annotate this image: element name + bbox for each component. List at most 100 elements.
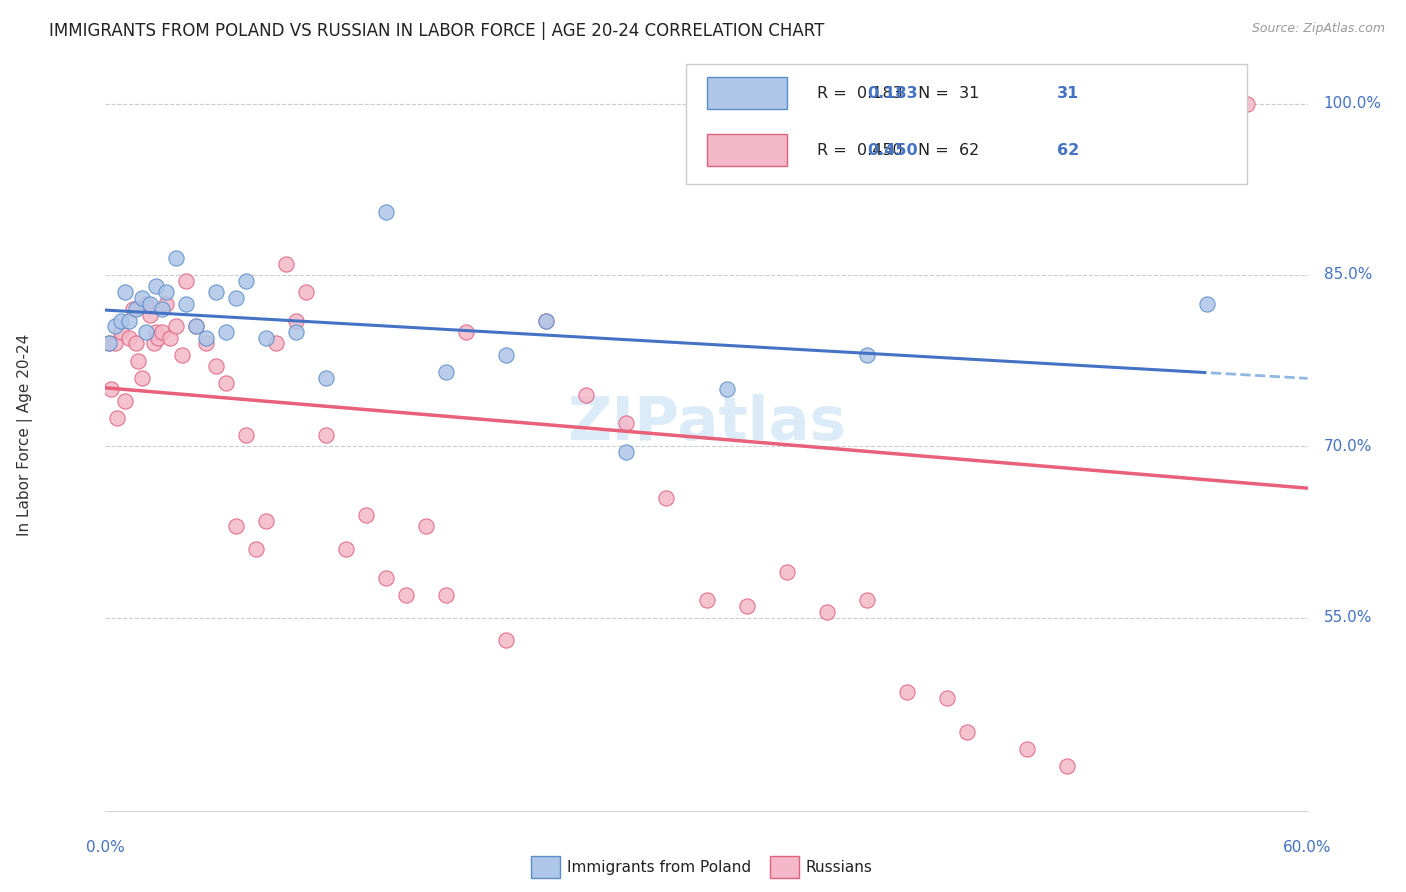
Point bbox=[495, 633, 517, 648]
Point bbox=[1197, 296, 1219, 310]
Point bbox=[855, 593, 877, 607]
Point bbox=[575, 388, 598, 402]
Point bbox=[100, 382, 122, 396]
Point bbox=[155, 285, 177, 299]
Text: 0.0%: 0.0% bbox=[86, 840, 125, 855]
Text: 0.450: 0.450 bbox=[866, 143, 918, 158]
Point bbox=[204, 285, 226, 299]
Text: 70.0%: 70.0% bbox=[1323, 439, 1372, 454]
Point bbox=[855, 348, 877, 362]
Point bbox=[98, 336, 121, 351]
Point bbox=[716, 382, 738, 396]
Point bbox=[1175, 96, 1198, 111]
Point bbox=[150, 302, 173, 317]
Point bbox=[534, 313, 557, 327]
Point bbox=[214, 376, 236, 391]
Point bbox=[284, 313, 307, 327]
Point bbox=[534, 313, 557, 327]
Point bbox=[235, 428, 257, 442]
Point bbox=[146, 331, 169, 345]
Point bbox=[225, 291, 247, 305]
Bar bbox=[707, 78, 787, 110]
Point bbox=[225, 519, 247, 533]
Point bbox=[114, 285, 136, 299]
Point bbox=[194, 336, 217, 351]
Text: 0.183: 0.183 bbox=[866, 86, 918, 101]
Point bbox=[110, 313, 132, 327]
Point bbox=[124, 302, 146, 317]
Text: ZIPatlas: ZIPatlas bbox=[567, 394, 846, 453]
Point bbox=[118, 313, 141, 327]
Point bbox=[1136, 96, 1159, 111]
Point bbox=[434, 588, 457, 602]
Point bbox=[776, 565, 799, 579]
Point bbox=[374, 205, 396, 219]
Text: Russians: Russians bbox=[806, 861, 873, 875]
Point bbox=[495, 348, 517, 362]
Point bbox=[335, 542, 357, 557]
Point bbox=[145, 279, 167, 293]
Point bbox=[138, 308, 160, 322]
Point bbox=[135, 325, 157, 339]
Point bbox=[315, 370, 337, 384]
Text: 85.0%: 85.0% bbox=[1323, 268, 1372, 283]
Point bbox=[194, 331, 217, 345]
Point bbox=[315, 428, 337, 442]
Point bbox=[235, 274, 257, 288]
FancyBboxPatch shape bbox=[686, 63, 1247, 184]
Point bbox=[264, 336, 287, 351]
Text: 62: 62 bbox=[1057, 143, 1080, 158]
Point bbox=[254, 331, 277, 345]
Point bbox=[150, 325, 173, 339]
Point bbox=[127, 353, 149, 368]
Text: Source: ZipAtlas.com: Source: ZipAtlas.com bbox=[1251, 22, 1385, 36]
Point bbox=[104, 319, 127, 334]
Point bbox=[170, 348, 193, 362]
Point bbox=[354, 508, 377, 522]
Point bbox=[976, 96, 998, 111]
Point bbox=[1097, 96, 1119, 111]
Point bbox=[165, 251, 187, 265]
Point bbox=[295, 285, 318, 299]
Point bbox=[138, 296, 160, 310]
Point bbox=[135, 296, 157, 310]
Text: 31: 31 bbox=[1057, 86, 1080, 101]
Point bbox=[254, 514, 277, 528]
Point bbox=[956, 724, 979, 739]
Point bbox=[245, 542, 267, 557]
Point bbox=[142, 336, 165, 351]
Point bbox=[616, 417, 638, 431]
Point bbox=[174, 296, 197, 310]
Text: R =  0.183   N =  31: R = 0.183 N = 31 bbox=[817, 86, 979, 101]
Point bbox=[284, 325, 307, 339]
Point bbox=[122, 302, 145, 317]
Point bbox=[415, 519, 437, 533]
Point bbox=[184, 319, 207, 334]
Point bbox=[110, 325, 132, 339]
Point bbox=[735, 599, 758, 614]
Point bbox=[204, 359, 226, 374]
Point bbox=[936, 690, 959, 705]
Point bbox=[155, 296, 177, 310]
Point bbox=[374, 571, 396, 585]
Text: Immigrants from Poland: Immigrants from Poland bbox=[567, 861, 751, 875]
Point bbox=[434, 365, 457, 379]
Point bbox=[815, 605, 838, 619]
Point bbox=[1015, 742, 1038, 756]
Point bbox=[395, 588, 418, 602]
Point bbox=[107, 410, 129, 425]
Point bbox=[98, 336, 121, 351]
Point bbox=[104, 336, 127, 351]
Point bbox=[118, 331, 141, 345]
Point bbox=[696, 593, 718, 607]
Text: 60.0%: 60.0% bbox=[1284, 840, 1331, 855]
Point bbox=[616, 445, 638, 459]
Point bbox=[165, 319, 187, 334]
Text: In Labor Force | Age 20-24: In Labor Force | Age 20-24 bbox=[17, 334, 34, 536]
Point bbox=[214, 325, 236, 339]
Point bbox=[1236, 96, 1258, 111]
Point bbox=[274, 256, 297, 270]
Point bbox=[1056, 759, 1078, 773]
Point bbox=[131, 370, 153, 384]
Bar bbox=[707, 135, 787, 167]
